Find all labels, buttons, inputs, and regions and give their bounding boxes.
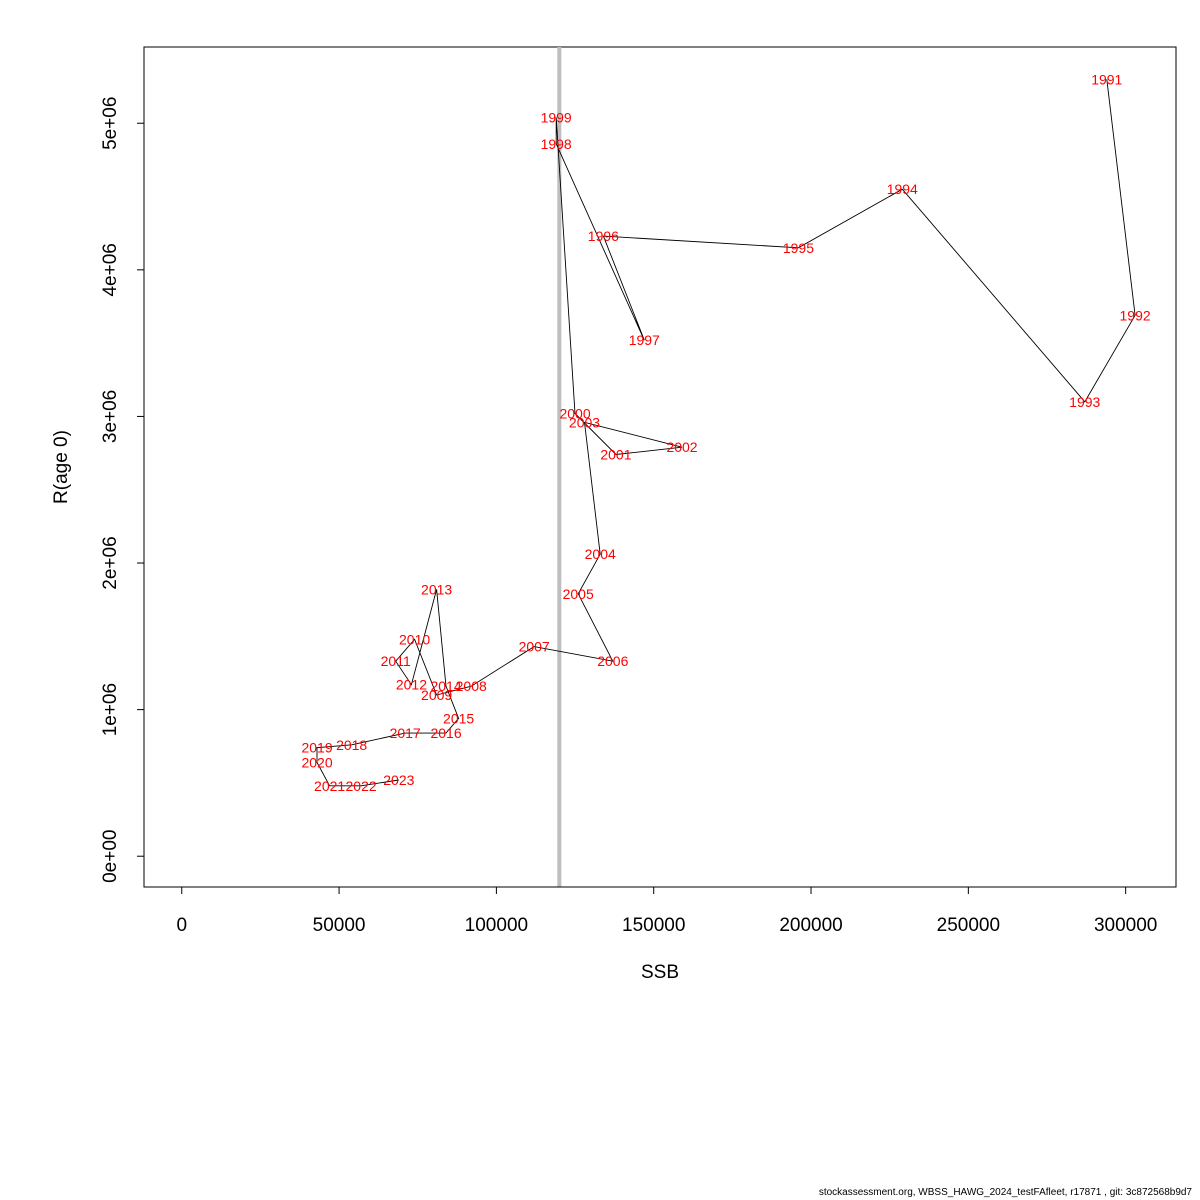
y-tick-label: 2e+06 — [100, 536, 121, 589]
point-label-2000: 2000 — [559, 405, 590, 421]
point-label-2013: 2013 — [421, 581, 452, 597]
point-label-1996: 1996 — [588, 228, 619, 244]
point-label-2012: 2012 — [396, 677, 427, 693]
y-tick-label: 1e+06 — [100, 683, 121, 736]
x-axis-title: SSB — [641, 962, 679, 983]
point-label-2021: 2021 — [314, 778, 345, 794]
point-label-1998: 1998 — [541, 136, 572, 152]
x-tick-label: 250000 — [937, 915, 1000, 936]
point-label-2022: 2022 — [346, 778, 377, 794]
y-tick-label: 0e+00 — [100, 830, 121, 883]
point-label-1994: 1994 — [887, 181, 918, 197]
y-tick-label: 3e+06 — [100, 390, 121, 443]
point-label-1992: 1992 — [1120, 307, 1151, 323]
y-tick-label: 5e+06 — [100, 97, 121, 150]
point-label-2009: 2009 — [421, 687, 452, 703]
point-label-2017: 2017 — [390, 725, 421, 741]
y-tick-label: 4e+06 — [100, 243, 121, 296]
point-label-1991: 1991 — [1091, 71, 1122, 87]
point-label-2016: 2016 — [430, 725, 461, 741]
plot-frame — [143, 46, 1177, 888]
point-label-2003: 2003 — [569, 414, 600, 430]
point-label-2001: 2001 — [600, 447, 631, 463]
point-label-1997: 1997 — [629, 332, 660, 348]
point-label-2019: 2019 — [301, 740, 332, 756]
y-axis: 0e+00 1e+06 2e+06 3e+06 4e+06 5e+06 — [100, 97, 145, 883]
point-label-1995: 1995 — [783, 240, 814, 256]
x-tick-label: 0 — [176, 915, 187, 936]
point-label-1999: 1999 — [541, 109, 572, 125]
point-label-2004: 2004 — [585, 546, 616, 562]
point-label-2011: 2011 — [381, 653, 411, 669]
point-label-1993: 1993 — [1069, 394, 1100, 410]
y-axis-title: R(age 0) — [51, 430, 72, 504]
point-label-2023: 2023 — [383, 772, 414, 788]
point-label-2007: 2007 — [519, 639, 550, 655]
x-axis: 0 50000 100000 150000 200000 250000 300000 — [176, 886, 1157, 936]
point-label-2010: 2010 — [399, 631, 430, 647]
x-tick-label: 150000 — [622, 915, 685, 936]
point-label-2014: 2014 — [430, 678, 461, 694]
point-label-2006: 2006 — [597, 653, 628, 669]
x-tick-label: 100000 — [465, 915, 528, 936]
x-tick-label: 50000 — [313, 915, 366, 936]
x-tick-label: 300000 — [1094, 915, 1157, 936]
point-label-2020: 2020 — [301, 754, 332, 770]
footer-caption: stockassessment.org, WBSS_HAWG_2024_test… — [818, 1187, 1192, 1198]
point-label-2005: 2005 — [563, 586, 594, 602]
point-label-2002: 2002 — [666, 439, 697, 455]
point-label-2018: 2018 — [336, 737, 367, 753]
x-tick-label: 200000 — [779, 915, 842, 936]
point-label-2015: 2015 — [443, 710, 474, 726]
year-labels: 1991 1992 1993 1994 1995 1996 1997 1998 1999 2000… — [301, 71, 1150, 794]
point-label-2008: 2008 — [456, 678, 487, 694]
trajectory-line — [316, 79, 1136, 787]
